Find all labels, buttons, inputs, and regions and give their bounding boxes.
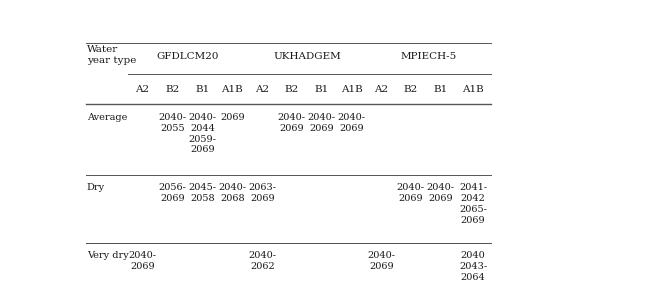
Text: 2040-
2062: 2040- 2062: [248, 251, 277, 271]
Text: A2: A2: [375, 85, 388, 93]
Text: 2040-
2069: 2040- 2069: [278, 113, 306, 133]
Text: A2: A2: [135, 85, 150, 93]
Text: A1B: A1B: [341, 85, 362, 93]
Text: 2056-
2069: 2056- 2069: [159, 184, 186, 203]
Text: B2: B2: [165, 85, 179, 93]
Text: 2040-
2068: 2040- 2068: [219, 184, 246, 203]
Text: 2040-
2069: 2040- 2069: [368, 251, 395, 271]
Text: B2: B2: [403, 85, 418, 93]
Text: B1: B1: [314, 85, 328, 93]
Text: 2040-
2069: 2040- 2069: [426, 184, 455, 203]
Text: 2040-
2069: 2040- 2069: [338, 113, 366, 133]
Text: 2040-
2069: 2040- 2069: [128, 251, 156, 271]
Text: B2: B2: [284, 85, 299, 93]
Text: 2045-
2058: 2045- 2058: [188, 184, 216, 203]
Text: Average: Average: [86, 113, 127, 122]
Text: Very dry: Very dry: [86, 251, 128, 260]
Text: 2040-
2069: 2040- 2069: [397, 184, 424, 203]
Text: Water
year type: Water year type: [86, 45, 136, 65]
Text: A1B: A1B: [221, 85, 243, 93]
Text: A2: A2: [255, 85, 270, 93]
Text: A1B: A1B: [462, 85, 484, 93]
Text: B1: B1: [433, 85, 448, 93]
Text: 2040-
2044
2059-
2069: 2040- 2044 2059- 2069: [188, 113, 216, 154]
Text: B1: B1: [195, 85, 210, 93]
Text: GFDLCM20: GFDLCM20: [157, 52, 219, 61]
Text: 2063-
2069: 2063- 2069: [248, 184, 277, 203]
Text: MPIECH-5: MPIECH-5: [401, 52, 457, 61]
Text: 2040-
2055: 2040- 2055: [159, 113, 186, 133]
Text: 2041-
2042
2065-
2069: 2041- 2042 2065- 2069: [459, 184, 487, 225]
Text: 2040-
2069: 2040- 2069: [307, 113, 335, 133]
Text: 2069: 2069: [220, 113, 244, 122]
Text: UKHADGEM: UKHADGEM: [274, 52, 342, 61]
Text: Dry: Dry: [86, 184, 104, 192]
Text: 2040
2043-
2064: 2040 2043- 2064: [459, 251, 487, 282]
